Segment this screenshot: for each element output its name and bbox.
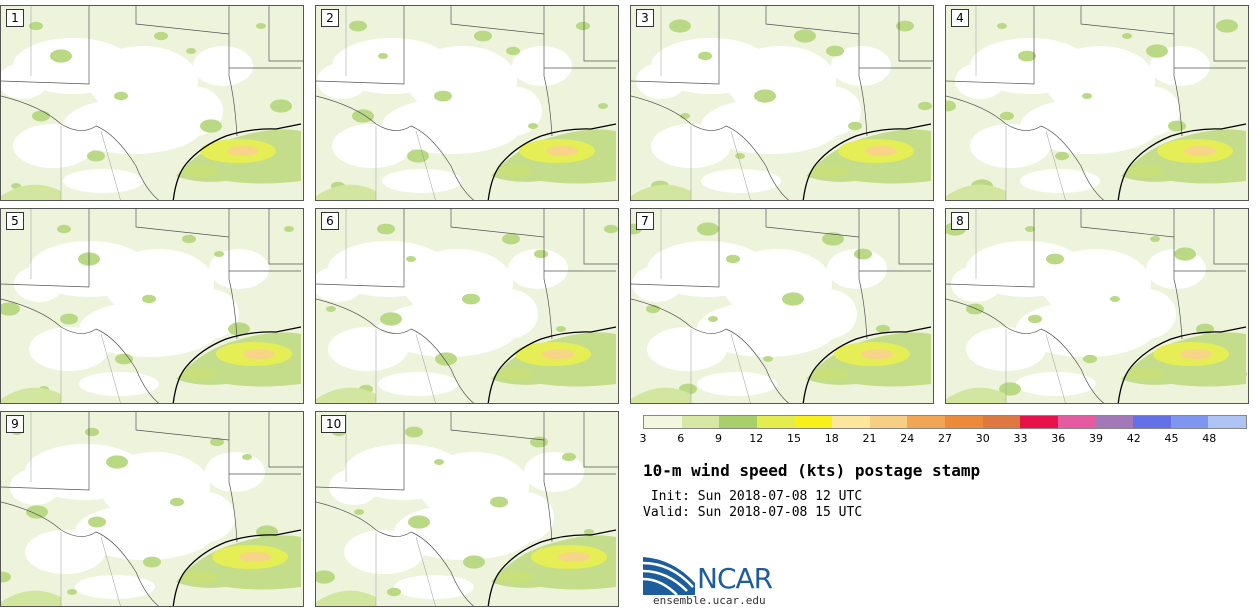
colorbar-swatch (982, 416, 1021, 428)
member-panel: 8 (945, 208, 1249, 404)
member-panel: 10 (315, 411, 619, 607)
colorbar-swatch (719, 416, 757, 428)
member-panel: 2 (315, 5, 619, 201)
panel-number-label: 4 (951, 9, 969, 27)
chart-title: 10-m wind speed (kts) postage stamp (643, 461, 981, 480)
colorbar-swatch (1057, 416, 1096, 428)
site-url: ensemble.ucar.edu (653, 594, 766, 607)
colorbar-swatch (1208, 416, 1246, 428)
colorbar-tick-label: 42 (1126, 432, 1141, 445)
colorbar-tick-label: 39 (1089, 432, 1103, 445)
colorbar-tick-label: 21 (862, 432, 877, 445)
colorbar (643, 415, 1247, 429)
panel-number-label: 10 (321, 415, 347, 433)
colorbar-tick-label: 9 (715, 432, 722, 445)
colorbar-swatch (1095, 416, 1134, 428)
panel-number-label: 8 (951, 212, 969, 230)
colorbar-tick-label: 12 (749, 432, 764, 445)
colorbar-swatch (794, 416, 833, 428)
member-panel: 4 (945, 5, 1249, 201)
panel-number-label: 5 (6, 212, 24, 230)
colorbar-swatch (907, 416, 945, 428)
colorbar-swatch (945, 416, 983, 428)
colorbar-ticks: 3 6 9 12 15 18 21 24 27 30 33 36 39 42 45 48 (639, 432, 1247, 446)
colorbar-tick-label: 45 (1164, 432, 1179, 445)
valid-time: Valid: Sun 2018-07-08 15 UTC (643, 505, 863, 520)
member-panel: 9 (0, 411, 304, 607)
member-panel: 6 (315, 208, 619, 404)
colorbar-tick-label: 18 (824, 432, 839, 445)
init-time: Init: Sun 2018-07-08 12 UTC (643, 489, 863, 504)
member-panel: 7 (630, 208, 934, 404)
colorbar-tick-label: 15 (787, 432, 801, 445)
colorbar-swatch (832, 416, 870, 428)
colorbar-tick-label: 48 (1202, 432, 1217, 445)
colorbar-tick-label: 3 (639, 432, 647, 445)
panel-number-label: 3 (636, 9, 654, 27)
panel-number-label: 6 (321, 212, 339, 230)
colorbar-swatch (1020, 416, 1058, 428)
colorbar-tick-label: 27 (938, 432, 952, 445)
colorbar-swatch (681, 416, 720, 428)
panel-number-label: 7 (636, 212, 654, 230)
colorbar-tick-label: 6 (677, 432, 685, 445)
colorbar-swatch (644, 416, 682, 428)
ncar-logo-icon (643, 557, 695, 595)
colorbar-tick-label: 30 (975, 432, 990, 445)
colorbar-swatch (1170, 416, 1209, 428)
colorbar-tick-label: 36 (1051, 432, 1066, 445)
colorbar-swatch (756, 416, 795, 428)
panel-number-label: 1 (6, 9, 24, 27)
member-panel: 5 (0, 208, 304, 404)
colorbar-swatch (1133, 416, 1171, 428)
ncar-logo-text: NCAR (697, 562, 773, 595)
colorbar-swatch (869, 416, 908, 428)
member-panel: 1 (0, 5, 304, 201)
panel-number-label: 9 (6, 415, 24, 433)
member-panel: 3 (630, 5, 934, 201)
colorbar-tick-label: 33 (1013, 432, 1028, 445)
colorbar-tick-label: 24 (900, 432, 915, 445)
panel-number-label: 2 (321, 9, 339, 27)
